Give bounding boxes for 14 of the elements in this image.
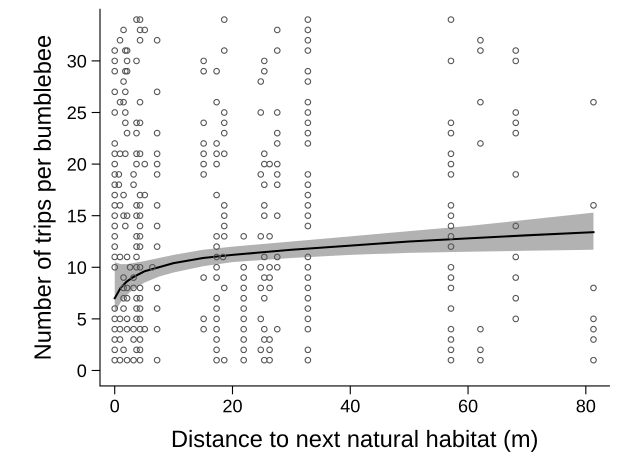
x-tick-label: 80: [576, 400, 596, 412]
y-tick-label: 30: [67, 54, 86, 68]
y-tick-label: 15: [68, 210, 86, 222]
x-tick-label: 20: [223, 400, 242, 412]
x-axis-title: Distance to next natural habitat (m): [172, 430, 537, 452]
x-tick-label: 60: [458, 400, 478, 412]
y-tick-label: 5: [77, 312, 86, 326]
y-tick-label: 20: [68, 158, 86, 171]
x-tick-label: 40: [340, 400, 360, 412]
y-axis-title: Number of trips per bumblebee: [34, 36, 56, 358]
x-tick-label: 0: [110, 400, 120, 412]
y-tick-label: 10: [68, 261, 86, 274]
y-tick-label: 25: [68, 106, 86, 120]
y-tick-label: 0: [77, 364, 86, 378]
